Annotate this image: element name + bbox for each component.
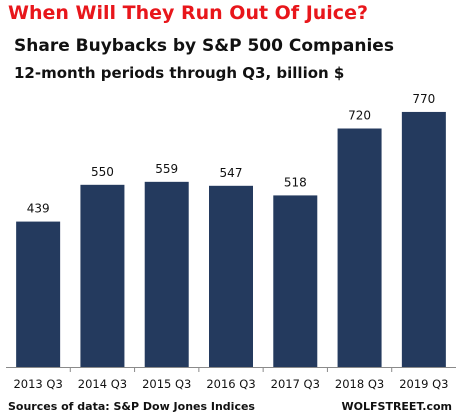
- x-tick-label: 2015 Q3: [142, 377, 191, 391]
- data-label: 439: [27, 202, 50, 216]
- x-tick-label: 2017 Q3: [271, 377, 320, 391]
- x-tick-label: 2016 Q3: [206, 377, 255, 391]
- bar-2019-q3: [401, 111, 446, 367]
- bar-2013-q3: [16, 221, 61, 367]
- data-label: 547: [220, 166, 243, 180]
- data-label: 770: [412, 92, 435, 106]
- chart-subtitle: 12-month periods through Q3, billion $: [14, 64, 345, 82]
- data-label: 720: [348, 109, 371, 123]
- bar-2015-q3: [144, 181, 189, 367]
- headline: When Will They Run Out Of Juice?: [8, 2, 368, 24]
- x-tick-label: 2019 Q3: [399, 377, 448, 391]
- data-label: 550: [91, 165, 114, 179]
- bar-2018-q3: [337, 128, 382, 367]
- brand-label: WOLFSTREET.com: [341, 400, 452, 413]
- bar-2017-q3: [273, 195, 318, 367]
- chart-title: Share Buybacks by S&P 500 Companies: [14, 36, 394, 56]
- bar-2016-q3: [209, 185, 253, 367]
- x-tick-label: 2014 Q3: [78, 377, 127, 391]
- data-source: Sources of data: S&P Dow Jones Indices: [8, 400, 255, 413]
- x-tick-label: 2013 Q3: [13, 377, 62, 391]
- data-label: 518: [284, 175, 307, 189]
- x-tick-label: 2018 Q3: [335, 377, 384, 391]
- bar-2014-q3: [80, 184, 125, 367]
- data-label: 559: [155, 162, 178, 176]
